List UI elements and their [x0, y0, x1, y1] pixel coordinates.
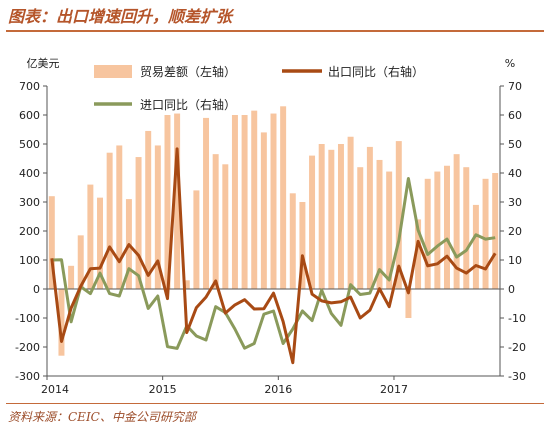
left-axis-unit: 亿美元 — [27, 57, 60, 70]
trade-balance-bar — [434, 171, 441, 289]
right-tick-label: 50 — [508, 138, 522, 151]
right-tick-label: 10 — [508, 254, 522, 267]
trade-balance-bar — [212, 154, 219, 289]
trade-balance-bar — [366, 146, 373, 289]
trade-balance-bar — [415, 219, 422, 289]
x-tick-label: 2016 — [264, 383, 292, 396]
x-tick-label: 2017 — [380, 383, 408, 396]
trade-balance-bar — [135, 157, 142, 289]
left-tick-label: 0 — [33, 283, 40, 296]
title-divider — [6, 30, 544, 32]
trade-balance-bar — [58, 289, 65, 356]
trade-balance-bar — [299, 202, 306, 289]
trade-balance-bar — [309, 155, 316, 289]
left-tick-label: 200 — [19, 225, 40, 238]
figure-title: 图表：出口增速回升，顺差扩张 — [8, 7, 233, 26]
left-tick-label: 700 — [19, 80, 40, 93]
trade-balance-bar — [97, 197, 103, 289]
trade-balance-bar — [48, 196, 55, 289]
trade-balance-bar — [77, 235, 84, 289]
trade-balance-bar — [357, 167, 364, 289]
trade-balance-bar — [106, 152, 113, 289]
trade-balance-bar — [193, 190, 200, 289]
trade-balance-bar — [174, 113, 181, 289]
right-axis-unit: % — [505, 57, 515, 70]
trade-balance-bar — [164, 115, 171, 289]
trade-balance-bar — [251, 110, 258, 290]
left-tick-label: 300 — [19, 196, 40, 209]
trade-balance-bar — [231, 115, 238, 289]
trade-balance-bar — [183, 280, 190, 289]
trade-balance-bar — [260, 132, 267, 289]
trade-balance-bar — [386, 171, 393, 289]
legend-export-label: 出口同比（右轴） — [328, 64, 424, 79]
left-tick-label: 400 — [19, 167, 40, 180]
right-tick-label: 40 — [508, 167, 522, 180]
trade-balance-bar — [472, 204, 479, 289]
trade-balance-bar — [347, 136, 354, 289]
trade-balance-bar — [289, 193, 296, 289]
legend-bars-label: 贸易差额（左轴） — [140, 64, 236, 79]
left-tick-label: 600 — [19, 109, 40, 122]
right-tick-label: -20 — [508, 341, 526, 354]
trade-balance-bar — [280, 106, 287, 289]
x-tick-label: 2014 — [41, 383, 69, 396]
trade-balance-bar — [482, 178, 489, 289]
trade-balance-bar — [241, 115, 248, 289]
trade-balance-bar — [492, 173, 499, 289]
figure-source: 资料来源：CEIC、中金公司研究部 — [8, 410, 196, 424]
trade-balance-bar — [376, 159, 383, 289]
trade-balance-bar — [222, 164, 229, 289]
trade-balance-bar — [444, 165, 450, 289]
right-tick-label: -30 — [508, 370, 526, 383]
trade-balance-bar — [395, 141, 402, 289]
trade-balance-bar — [87, 184, 94, 289]
trade-balance-bar — [270, 113, 277, 289]
trade-balance-bar — [463, 167, 470, 289]
trade-balance-bar — [328, 149, 335, 289]
trade-chart: -300-200-1000100200300400500600700-30-20… — [15, 57, 526, 396]
left-tick-label: -200 — [15, 341, 40, 354]
right-tick-label: 60 — [508, 109, 522, 122]
trade-balance-bar — [318, 144, 325, 289]
trade-balance-bar — [116, 145, 123, 289]
right-tick-label: 0 — [508, 283, 515, 296]
trade-balance-bar — [145, 130, 152, 289]
trade-balance-bar — [68, 265, 75, 289]
trade-balance-bar — [203, 117, 210, 290]
left-tick-label: -100 — [15, 312, 40, 325]
trade-balance-bar — [405, 289, 412, 318]
left-tick-label: 500 — [19, 138, 40, 151]
right-tick-label: -10 — [508, 312, 526, 325]
import-yoy-line — [51, 177, 496, 350]
trade-balance-bar — [337, 144, 344, 289]
legend-import-label: 进口同比（右轴） — [140, 97, 236, 112]
trade-balance-bar — [424, 178, 431, 289]
source-divider — [6, 403, 544, 404]
legend-bars-swatch — [94, 65, 132, 78]
left-tick-label: 100 — [19, 254, 40, 267]
x-tick-label: 2015 — [149, 383, 177, 396]
trade-balance-bar — [154, 145, 161, 289]
trade-balance-bar — [453, 154, 460, 289]
figure-header: 图表：出口增速回升，顺差扩张 — [0, 0, 550, 32]
left-tick-label: -300 — [15, 370, 40, 383]
right-tick-label: 70 — [508, 80, 522, 93]
right-tick-label: 30 — [508, 196, 522, 209]
export-yoy-line — [50, 147, 497, 365]
right-tick-label: 20 — [508, 225, 522, 238]
